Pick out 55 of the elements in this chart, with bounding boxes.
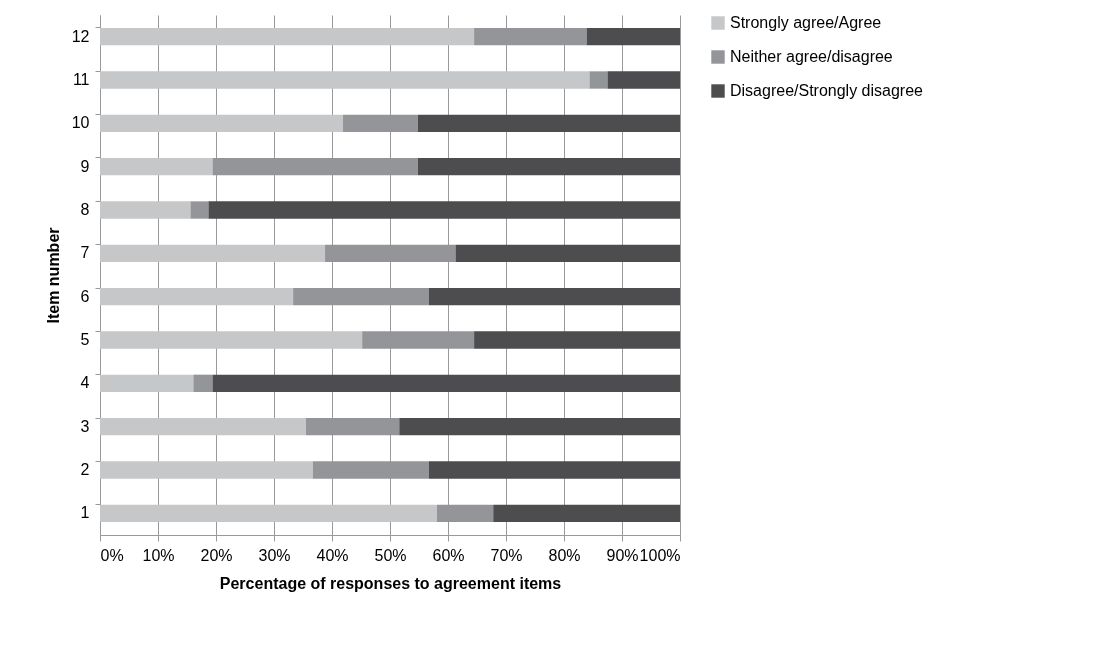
bar	[100, 504, 437, 522]
y-tick-label: 12	[71, 27, 90, 45]
bar	[607, 71, 680, 89]
bar	[212, 374, 680, 392]
bar	[100, 28, 475, 46]
y-tick-label: 10	[71, 114, 90, 132]
bar	[100, 288, 294, 306]
bar	[474, 331, 680, 349]
legend-label: Neither agree/disagree	[730, 48, 893, 65]
legend-label: Strongly agree/Agree	[730, 14, 882, 31]
y-tick-label: 11	[72, 71, 90, 88]
bar	[100, 244, 326, 262]
y-tick-label: 3	[80, 417, 90, 435]
bar	[589, 71, 608, 89]
y-tick-label: 1	[80, 504, 90, 522]
bar	[100, 461, 313, 479]
x-tick-label: 40%	[316, 546, 349, 564]
x-tick-label: 80%	[548, 546, 581, 564]
bar	[100, 331, 363, 349]
bar	[100, 201, 191, 219]
bar	[100, 418, 306, 436]
x-tick-label: 10%	[142, 546, 175, 564]
bar	[100, 114, 344, 132]
bar	[417, 158, 680, 176]
bar	[428, 461, 680, 479]
y-tick-label: 8	[80, 201, 90, 218]
y-axis-title: Item number	[44, 227, 62, 324]
legend-label: Disagree/Strongly disagree	[730, 82, 924, 99]
y-tick-label: 6	[80, 287, 90, 305]
bar	[428, 288, 680, 306]
x-tick-label: 70%	[490, 546, 523, 564]
x-tick-label: 30%	[258, 546, 291, 564]
bar	[455, 244, 680, 262]
y-tick-label: 4	[80, 374, 90, 392]
x-axis-title: Percentage of responses to agreement items	[219, 574, 562, 592]
bar	[100, 158, 213, 176]
y-tick-label: 5	[80, 331, 90, 348]
x-tick-label: 100%	[639, 546, 681, 564]
x-tick-label: 60%	[432, 546, 465, 564]
bar	[190, 201, 209, 219]
x-tick-label: 20%	[200, 546, 233, 564]
y-tick-label: 2	[80, 461, 90, 478]
bar	[100, 71, 590, 89]
bar	[193, 374, 213, 392]
x-tick-label: 90%	[606, 546, 639, 564]
bar	[100, 374, 194, 392]
x-tick-label: 0%	[100, 546, 124, 564]
bar	[493, 504, 680, 522]
x-tick-label: 50%	[374, 546, 407, 564]
bar	[586, 28, 680, 46]
y-tick-label: 9	[80, 157, 90, 175]
bar	[208, 201, 680, 219]
bar	[399, 418, 680, 436]
bar	[417, 114, 680, 132]
y-tick-label: 7	[80, 244, 90, 262]
